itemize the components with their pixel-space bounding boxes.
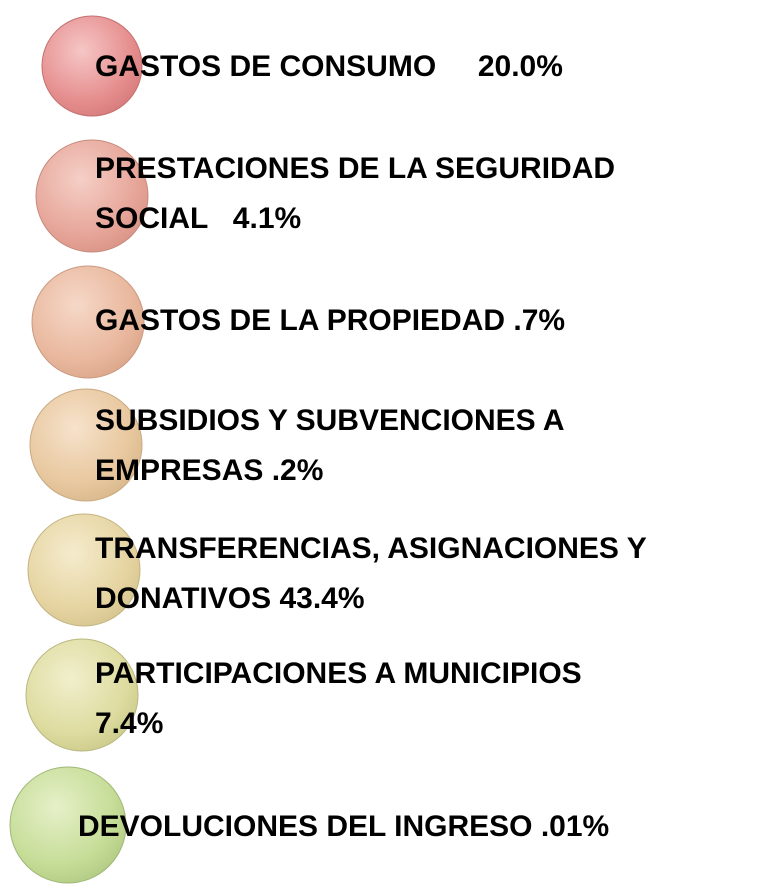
circle: [29, 388, 143, 502]
item-label: GASTOS DE LA PROPIEDAD .7%: [95, 304, 565, 337]
circle: [25, 638, 139, 752]
item-label: PARTICIPACIONES A MUNICIPIOS: [95, 657, 582, 690]
item-label: DONATIVOS 43.4%: [95, 582, 365, 615]
item-label: 7.4%: [95, 707, 163, 740]
item-label: DEVOLUCIONES DEL INGRESO .01%: [78, 810, 609, 843]
item-label: GASTOS DE CONSUMO 20.0%: [95, 50, 563, 83]
item-label: PRESTACIONES DE LA SEGURIDAD: [95, 152, 615, 185]
circle: [41, 15, 143, 117]
circle: [35, 139, 149, 253]
circles: [9, 15, 149, 884]
circle: [31, 265, 145, 379]
circle: [27, 513, 141, 627]
circle: [9, 766, 127, 884]
item-label: SOCIAL 4.1%: [95, 202, 301, 235]
item-label: TRANSFERENCIAS, ASIGNACIONES Y: [95, 532, 647, 565]
item-label: EMPRESAS .2%: [95, 454, 323, 487]
item-label: SUBSIDIOS Y SUBVENCIONES A: [95, 404, 565, 437]
